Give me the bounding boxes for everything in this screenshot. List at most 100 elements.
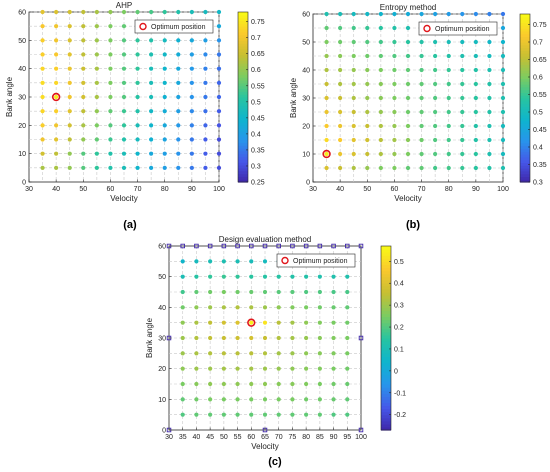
colorbar-segment [238,94,248,98]
data-point [194,259,199,264]
data-point [487,67,492,73]
colorbar-segment [381,344,391,348]
colorbar-tick-label: -0.2 [394,412,406,419]
data-point [446,137,451,143]
data-point [235,259,240,264]
data-point [121,52,127,57]
data-point [189,38,194,43]
colorbar-segment [381,402,391,407]
x-tick-label: 35 [179,434,187,441]
colorbar-tick-label: 0.1 [394,346,404,353]
colorbar-segment [238,65,248,70]
data-point [324,25,329,31]
data-point [338,25,343,31]
x-tick-label: 85 [316,434,324,441]
data-point [405,11,411,17]
colorbar-tick-label: 0.45 [251,115,265,122]
data-point [203,123,208,128]
legend-box [276,253,356,268]
data-point [487,165,492,171]
data-point [121,24,127,29]
data-point [487,137,492,143]
data-point [121,165,127,170]
colorbar-tick-label: 0.35 [533,162,547,169]
data-point [405,109,411,115]
data-point [331,412,336,417]
y-tick-label: 40 [18,66,26,73]
data-point [221,305,226,310]
data-point [94,94,99,100]
data-point [392,123,397,129]
data-point [338,123,343,129]
data-point [378,95,383,101]
data-point [149,66,154,71]
data-point [351,123,356,129]
colorbar-segment [238,40,248,44]
colorbar-segment [238,17,248,22]
data-point [81,52,86,57]
data-point [108,137,113,142]
data-point [235,335,240,341]
legend-marker [139,22,147,31]
colorbar-segment [381,390,391,394]
data-point [473,137,478,143]
legend-label: Optimum position [435,26,490,33]
data-point [365,11,370,17]
colorbar-segment [520,44,530,49]
data-point [94,24,99,29]
colorbar-segment [381,307,391,311]
data-point [40,151,45,156]
colorbar-segment [520,154,530,158]
data-point [345,412,350,417]
data-point [473,165,478,171]
colorbar-segment [520,61,530,65]
data-point [189,66,194,71]
data-point [203,151,208,156]
colorbar-segment [381,288,391,293]
data-point [419,165,424,171]
data-point [262,305,268,310]
data-point [392,81,397,87]
colorbar-segment [520,162,530,166]
data-point [351,67,356,73]
data-point [40,80,45,85]
data-point [460,11,465,17]
data-point [419,81,424,87]
data-point [235,397,240,402]
data-point [365,95,370,101]
colorbar-tick-label: 0.4 [533,145,543,152]
legend-box [134,19,214,34]
colorbar-segment [381,420,391,425]
data-point [338,67,343,73]
data-point [121,151,127,156]
y-tick-label: 30 [18,95,26,102]
colorbar-segment [238,179,248,183]
data-point [249,412,254,417]
data-point [331,320,336,325]
x-tick-label: 45 [206,434,214,441]
data-point [81,38,86,43]
colorbar-segment [238,153,248,158]
data-point [392,95,397,101]
colorbar-segment [520,84,530,88]
data-point [54,123,59,128]
colorbar-segment [238,91,248,95]
colorbar-segment [238,74,248,78]
data-point [135,94,140,100]
data-point [276,412,281,417]
chart-title: Design evaluation method [219,235,312,244]
colorbar-segment [238,85,248,90]
colorbar-segment [381,399,391,403]
x-tick-label: 70 [275,434,283,441]
data-point [54,80,59,85]
data-point [189,123,194,128]
data-point [194,305,199,310]
data-point [365,67,370,73]
data-point [262,274,268,279]
data-point [365,165,370,171]
data-point [378,81,383,87]
data-point [249,397,254,402]
legend-marker [281,256,289,265]
data-point [221,381,226,387]
edge-point [317,243,323,249]
